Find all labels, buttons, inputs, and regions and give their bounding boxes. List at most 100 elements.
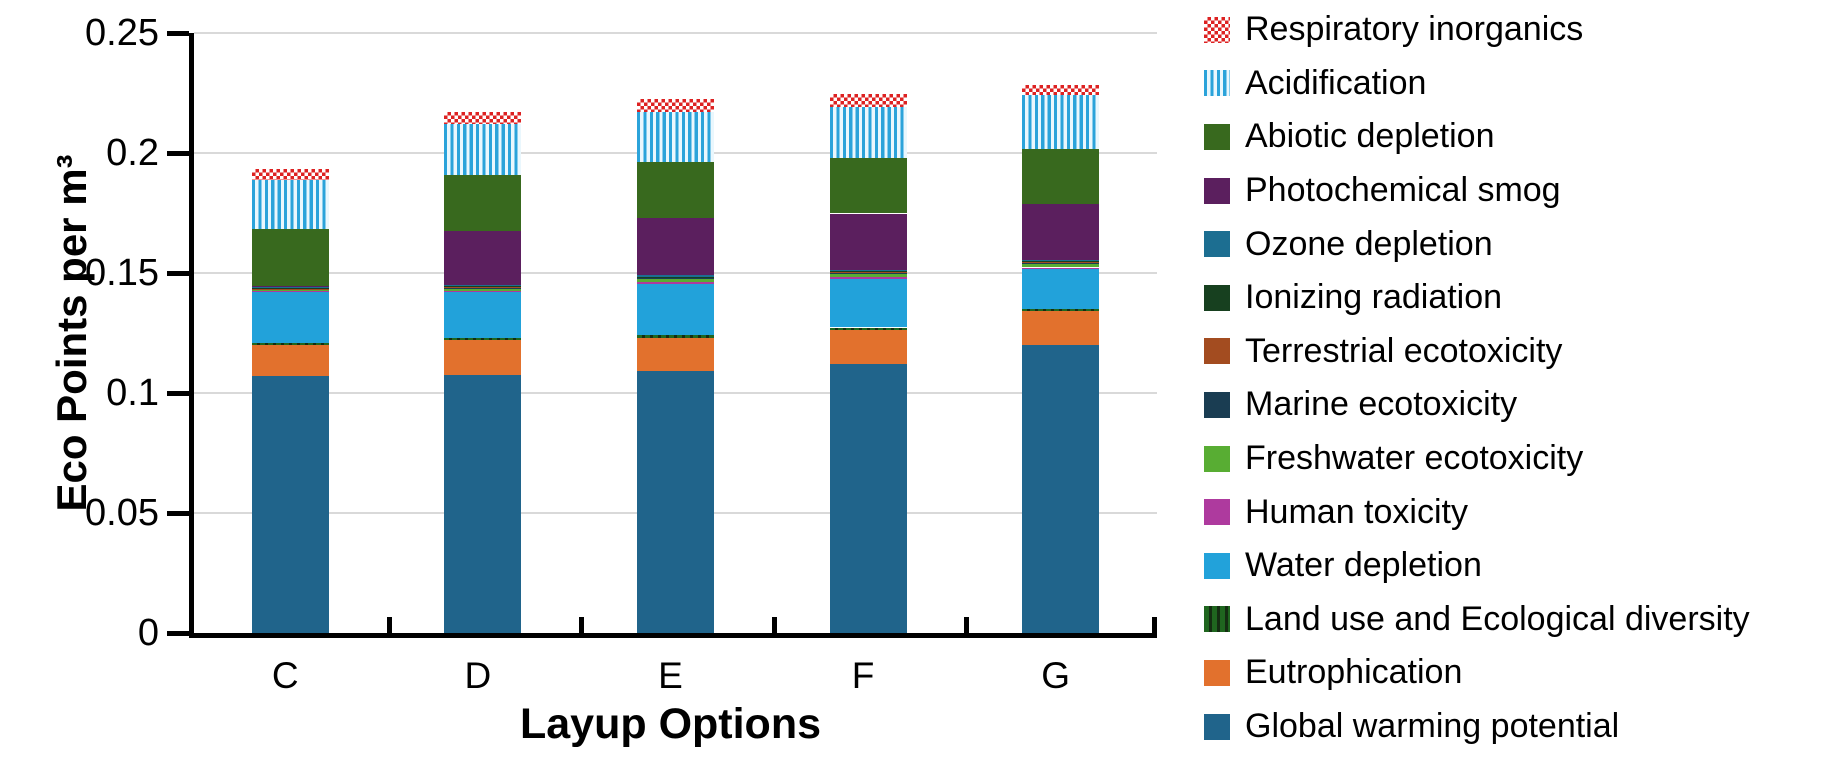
bar-segment-C-acidification — [251, 180, 329, 229]
legend-item: Human toxicity — [1204, 485, 1750, 539]
bar-segment-C-land-use-and-ecological-diversity — [251, 342, 329, 345]
bar-segment-E-ozone-depletion — [637, 275, 714, 277]
legend-swatch-acidification-icon — [1204, 70, 1230, 97]
bar-segment-F-photochemical-smog — [829, 213, 907, 271]
bar-segment-E-acidification — [637, 111, 714, 163]
bar-segment-F-abiotic-depletion — [829, 157, 907, 214]
bar-segment-C-global-warming-potential — [251, 376, 329, 633]
bar-segment-D-terrestrial-ecotoxicity — [444, 286, 522, 288]
bar-segment-E-freshwater-ecotoxicity — [637, 279, 714, 282]
y-axis-tick — [167, 151, 189, 156]
bar-segment-G-marine-ecotoxicity — [1022, 262, 1100, 264]
legend-item: Global warming potential — [1204, 700, 1750, 754]
legend-label: Global warming potential — [1245, 707, 1620, 746]
bar-segment-G-global-warming-potential — [1022, 345, 1100, 633]
legend-swatch-respiratory-inorganics-icon — [1204, 16, 1230, 43]
bar-segment-G-human-toxicity — [1022, 267, 1100, 270]
bar-E — [637, 98, 714, 633]
legend-label: Ozone depletion — [1245, 224, 1493, 263]
bar-segment-C-respiratory-inorganics — [251, 168, 329, 181]
bar-G — [1022, 84, 1100, 633]
y-axis-title: Eco Points per m³ — [48, 154, 95, 512]
legend-label: Freshwater ecotoxicity — [1245, 439, 1584, 478]
bar-segment-D-marine-ecotoxicity — [444, 287, 522, 289]
legend-label: Marine ecotoxicity — [1245, 385, 1518, 424]
bar-F — [829, 93, 907, 633]
legend-item: Terrestrial ecotoxicity — [1204, 325, 1750, 379]
bar-segment-G-ionizing-radiation — [1022, 261, 1100, 263]
bar-segment-C-photochemical-smog — [251, 286, 329, 288]
legend-label: Photochemical smog — [1245, 171, 1561, 210]
legend-label: Eutrophication — [1245, 653, 1463, 692]
x-axis-tick — [964, 617, 970, 633]
y-axis-tick-label: 0.15 — [85, 252, 159, 294]
bar-segment-G-respiratory-inorganics — [1022, 84, 1100, 96]
legend-swatch-freshwater-ecotoxicity-icon — [1204, 445, 1230, 472]
bar-segment-G-ozone-depletion — [1022, 260, 1100, 262]
bar-segment-F-freshwater-ecotoxicity — [829, 273, 907, 277]
bar-segment-F-human-toxicity — [829, 276, 907, 279]
bar-segment-D-human-toxicity — [444, 291, 522, 293]
plot-area — [189, 32, 1157, 638]
bar-segment-G-abiotic-depletion — [1022, 149, 1100, 205]
legend-label: Abiotic depletion — [1245, 117, 1495, 156]
y-axis-tick-label: 0 — [137, 612, 159, 654]
bar-segment-F-ionizing-radiation — [829, 271, 907, 273]
bar-segment-D-abiotic-depletion — [444, 174, 522, 231]
legend-swatch-marine-ecotoxicity-icon — [1204, 391, 1230, 418]
bar-segment-C-freshwater-ecotoxicity — [251, 290, 329, 292]
bar-segment-F-water-depletion — [829, 278, 907, 328]
legend-item: Respiratory inorganics — [1204, 3, 1750, 57]
legend-swatch-ionizing-radiation-icon — [1204, 284, 1230, 311]
x-axis-tick — [1152, 617, 1157, 633]
bar-segment-E-land-use-and-ecological-diversity — [637, 335, 714, 338]
bar-segment-F-land-use-and-ecological-diversity — [829, 327, 907, 330]
legend-label: Acidification — [1245, 63, 1427, 102]
bar-segment-C-abiotic-depletion — [251, 228, 329, 287]
bar-segment-C-ozone-depletion — [251, 287, 329, 289]
x-axis-tick — [386, 617, 392, 633]
y-axis-tick-label: 0.2 — [106, 132, 159, 174]
bar-segment-D-ozone-depletion — [444, 285, 522, 287]
bar-segment-D-land-use-and-ecological-diversity — [444, 337, 522, 341]
x-axis-tick — [579, 617, 585, 633]
bar-segment-G-water-depletion — [1022, 269, 1100, 309]
x-axis-tick — [771, 617, 777, 633]
legend-label: Respiratory inorganics — [1245, 10, 1584, 49]
bar-D — [444, 112, 522, 633]
bar-segment-G-acidification — [1022, 95, 1100, 150]
bar-segment-D-water-depletion — [444, 292, 522, 338]
legend-swatch-photochemical-smog-icon — [1204, 177, 1230, 204]
bar-segment-E-respiratory-inorganics — [637, 98, 714, 112]
bar-segment-G-land-use-and-ecological-diversity — [1022, 308, 1100, 311]
x-category-label-D: D — [464, 655, 492, 696]
bar-segment-G-photochemical-smog — [1022, 204, 1100, 261]
bar-segment-C-human-toxicity — [251, 291, 329, 293]
legend-item: Ionizing radiation — [1204, 271, 1750, 325]
y-axis-tick — [167, 391, 189, 396]
x-category-label-F: F — [851, 655, 875, 696]
bar-segment-E-eutrophication — [637, 337, 714, 372]
bar-segment-E-human-toxicity — [637, 281, 714, 284]
bar-segment-C-water-depletion — [251, 292, 329, 343]
bar-C — [251, 168, 329, 633]
bar-segment-C-marine-ecotoxicity — [251, 289, 329, 291]
legend-swatch-global-warming-potential-icon — [1204, 713, 1230, 740]
y-axis-tick-label: 0.1 — [106, 372, 159, 414]
legend-item: Eutrophication — [1204, 646, 1750, 700]
legend-item: Land use and Ecological diversity — [1204, 593, 1750, 647]
bar-segment-G-eutrophication — [1022, 310, 1100, 345]
legend-swatch-land-use-and-ecological-diversity-icon — [1204, 606, 1230, 633]
legend-label: Ionizing radiation — [1245, 278, 1503, 317]
legend-item: Freshwater ecotoxicity — [1204, 432, 1750, 486]
bar-segment-D-global-warming-potential — [444, 375, 522, 633]
legend-label: Human toxicity — [1245, 492, 1468, 531]
bar-segment-C-eutrophication — [251, 345, 329, 377]
bar-segment-E-abiotic-depletion — [637, 162, 714, 218]
bar-segment-E-water-depletion — [637, 283, 714, 336]
legend-swatch-eutrophication-icon — [1204, 659, 1230, 686]
legend-item: Marine ecotoxicity — [1204, 378, 1750, 432]
bar-segment-D-ionizing-radiation — [444, 286, 522, 287]
x-category-label-C: C — [271, 655, 299, 696]
bar-segment-E-photochemical-smog — [637, 217, 714, 276]
